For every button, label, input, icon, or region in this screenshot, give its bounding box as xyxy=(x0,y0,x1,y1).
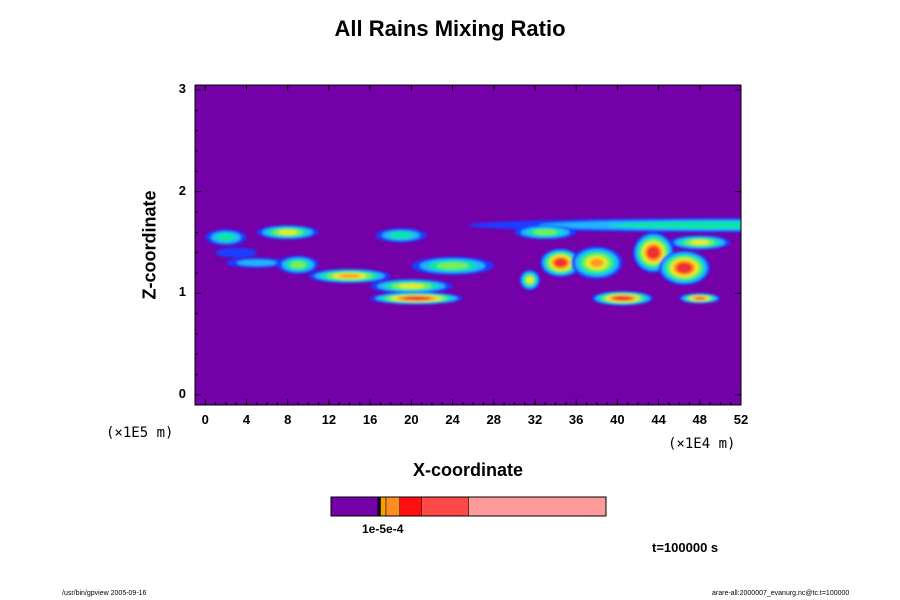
contour-level xyxy=(609,221,741,229)
y-tick-label: 2 xyxy=(178,182,186,198)
colorbar-frame xyxy=(330,496,607,517)
rain-cell xyxy=(205,229,247,246)
rain-cell xyxy=(256,225,319,240)
x-tick-label: 28 xyxy=(486,412,501,427)
rain-cell xyxy=(215,247,257,258)
y-scale-label: (×1E5 m) xyxy=(106,425,174,441)
y-tick-label: 0 xyxy=(178,385,186,401)
rain-cell xyxy=(571,246,623,280)
rain-cell xyxy=(679,293,721,304)
rain-cell xyxy=(540,248,582,277)
colorbar-segment xyxy=(380,496,387,517)
x-tick-label: 36 xyxy=(568,412,584,427)
contour-level xyxy=(690,240,710,245)
rain-cell xyxy=(370,292,463,305)
x-tick-label: 40 xyxy=(610,412,625,427)
rain-cell xyxy=(468,218,741,233)
rain-cell xyxy=(658,250,711,286)
footer-left: /usr/bin/gpview 2005-09-16 xyxy=(62,590,147,597)
y-tick-marks xyxy=(195,89,741,396)
chart-title: All Rains Mixing Ratio xyxy=(334,16,566,41)
x-axis-label: X-coordinate xyxy=(412,460,523,480)
rain-cell xyxy=(514,225,577,240)
colorbar-segment xyxy=(330,496,378,517)
x-tick-label: 52 xyxy=(733,412,749,427)
rain-cell xyxy=(519,269,541,291)
contour-level xyxy=(407,297,426,300)
contour-level xyxy=(338,274,361,278)
x-tick-label: 32 xyxy=(527,412,543,427)
contour-fields xyxy=(205,218,741,306)
plot-frame xyxy=(194,84,742,406)
rain-cell xyxy=(668,235,731,250)
rain-cell xyxy=(411,256,494,275)
x-tick-label: 0 xyxy=(201,412,209,427)
colorbar-segment xyxy=(385,496,400,517)
footer-right: arare-all:2000007_evanurg.nc@tc.t=100000 xyxy=(712,590,850,597)
rain-cell xyxy=(591,291,654,306)
contour-level xyxy=(278,230,298,235)
y-tick-label: 3 xyxy=(178,81,186,97)
x-tick-label: 16 xyxy=(362,412,378,427)
rain-cell xyxy=(277,255,319,274)
rain-cell xyxy=(225,257,288,268)
x-tick-label: 4 xyxy=(242,412,251,427)
rain-cell xyxy=(375,228,427,243)
contour-level xyxy=(695,297,705,300)
contour-level xyxy=(589,258,604,268)
y-axis-label: Z-coordinate xyxy=(139,190,160,300)
x-tick-label: 44 xyxy=(651,412,666,427)
contour-level xyxy=(215,247,257,258)
contour-level xyxy=(616,296,629,300)
rain-cell xyxy=(370,279,453,294)
contour-level xyxy=(398,283,425,289)
contour-level xyxy=(388,231,414,239)
colorbar-segment xyxy=(399,496,422,517)
contour-level xyxy=(679,264,690,272)
rain-cell xyxy=(308,268,391,284)
colorbar-segment xyxy=(421,496,469,517)
colorbar-tick-label: 1e-5e-4 xyxy=(362,522,404,536)
contour-level xyxy=(216,233,236,242)
colorbar-segment xyxy=(377,496,381,517)
time-annotation: t=100000 s xyxy=(652,540,719,555)
x-tick-label: 48 xyxy=(692,412,708,427)
contour-level xyxy=(556,259,565,266)
contour-level xyxy=(290,261,306,269)
x-tick-label: 8 xyxy=(284,412,292,427)
contour-level xyxy=(649,248,658,257)
colorbar xyxy=(330,496,607,517)
x-scale-label: (×1E4 m) xyxy=(668,436,736,452)
contour-level xyxy=(533,229,557,235)
x-tick-label: 12 xyxy=(321,412,337,427)
contour-level xyxy=(236,259,277,267)
y-tick-label: 1 xyxy=(178,284,186,300)
x-tick-label: 20 xyxy=(404,412,419,427)
contour-level xyxy=(437,262,469,270)
colorbar-segment xyxy=(468,496,607,517)
x-tick-label: 24 xyxy=(445,412,460,427)
contour-level xyxy=(526,276,534,284)
